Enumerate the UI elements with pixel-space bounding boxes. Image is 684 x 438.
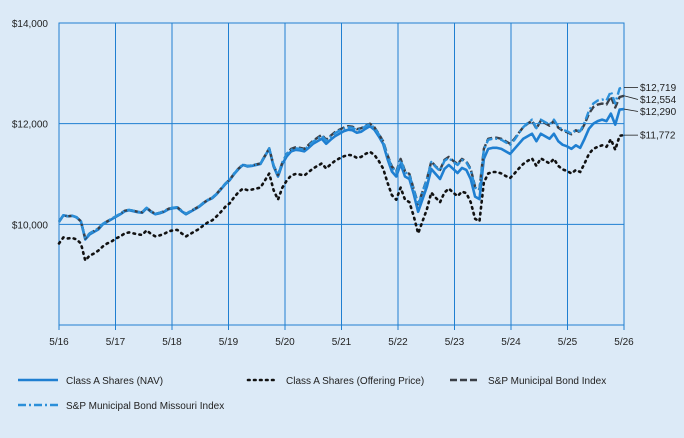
- end-label-connector: [623, 95, 639, 100]
- grid: [58, 22, 625, 325]
- x-tick-label: 5/24: [501, 337, 521, 348]
- legend-label-1: Class A Shares (Offering Price): [286, 376, 424, 387]
- end-value-label: $11,772: [640, 131, 676, 142]
- end-label-connector: [623, 108, 639, 112]
- x-tick-label: 5/20: [275, 337, 295, 348]
- end-value-label: $12,290: [640, 107, 677, 118]
- y-tick-label: $10,000: [12, 220, 49, 231]
- legend-label-0: Class A Shares (NAV): [66, 376, 163, 387]
- x-tick-label: 5/26: [614, 337, 634, 348]
- y-tick-label: $14,000: [12, 19, 49, 30]
- x-tick-label: 5/18: [162, 337, 182, 348]
- x-tick-label: 5/25: [558, 337, 578, 348]
- end-value-label: $12,719: [640, 83, 677, 94]
- legend-label-2: S&P Municipal Bond Index: [488, 376, 606, 387]
- legend-label-3: S&P Municipal Bond Missouri Index: [66, 401, 224, 412]
- series-layer: [57, 86, 626, 262]
- axes: 5/16 5/17 5/18 5/19 5/20 5/21 5/22 5/23 5/24 5/25…: [12, 19, 634, 348]
- series-line-2: [58, 94, 625, 240]
- series-line-1: [57, 133, 626, 262]
- x-tick-label: 5/19: [219, 337, 239, 348]
- x-tick-label: 5/21: [332, 337, 352, 348]
- x-tick-label: 5/22: [388, 337, 408, 348]
- x-tick-label: 5/16: [49, 337, 69, 348]
- x-tick-label: 5/17: [106, 337, 126, 348]
- end-labels: $12,719$12,554$12,290 $11,772: [623, 83, 677, 142]
- end-value-label: $12,554: [640, 95, 677, 106]
- x-tick-label: 5/23: [445, 337, 465, 348]
- y-tick-label: $12,000: [12, 120, 49, 131]
- legend: Class A Shares (NAV) Class A Shares (Offe…: [18, 376, 606, 412]
